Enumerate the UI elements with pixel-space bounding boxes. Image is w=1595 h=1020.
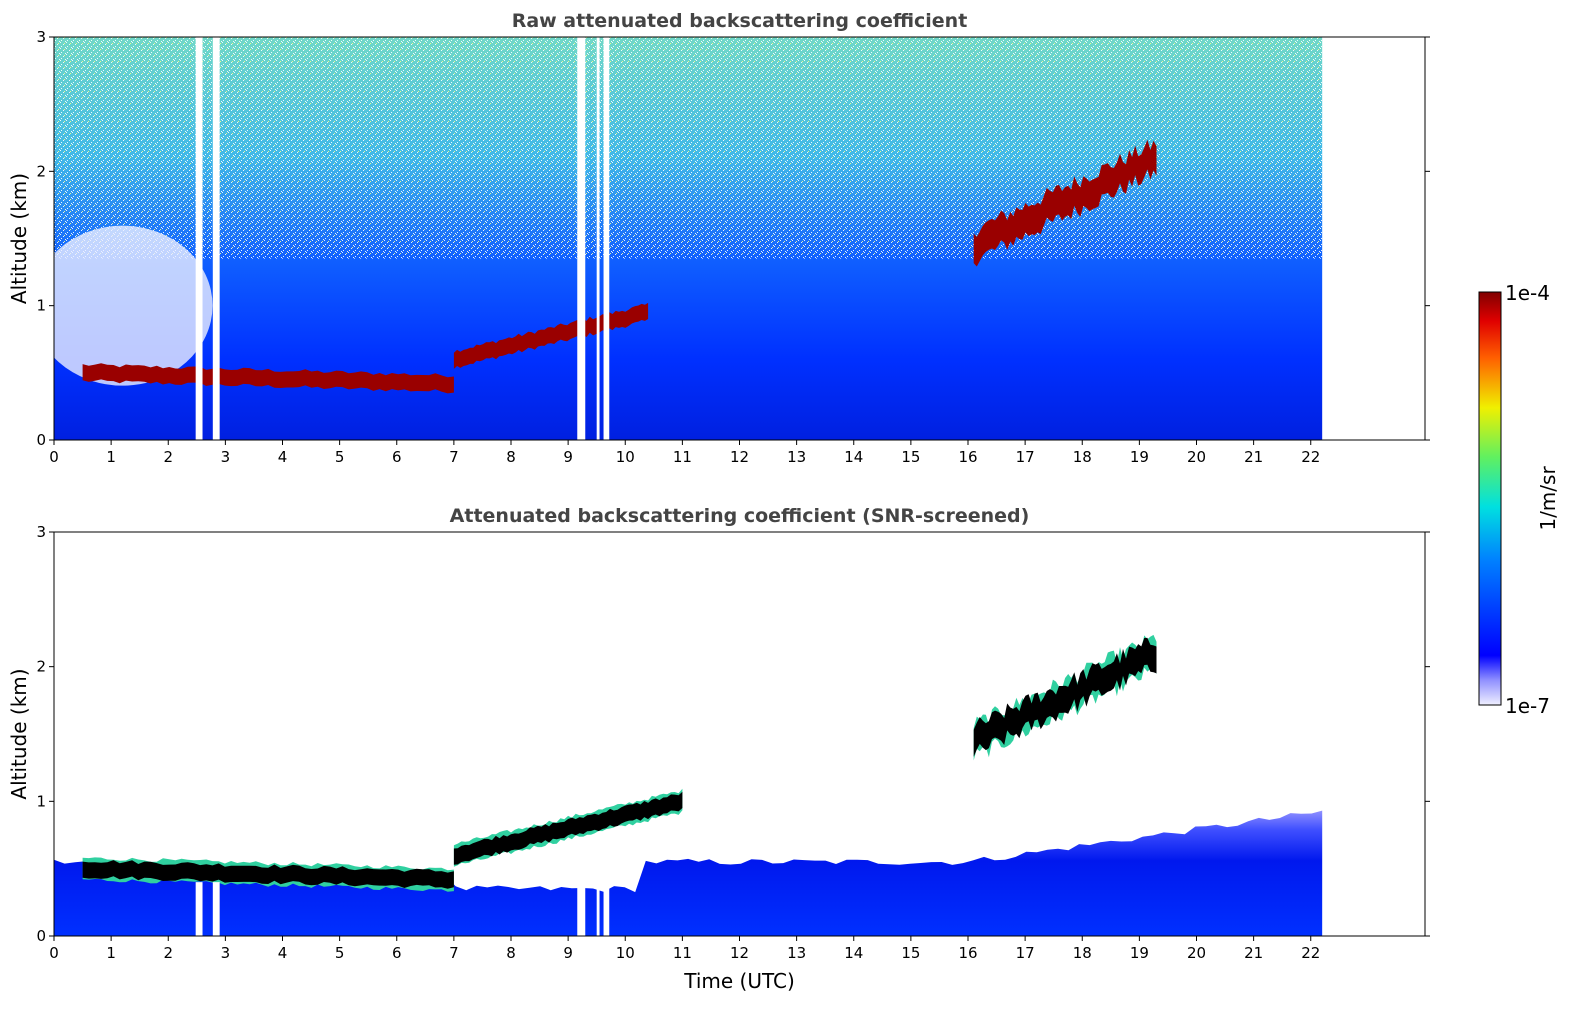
x-tick-label: 1 [106,944,116,962]
x-tick-label: 22 [1301,448,1320,466]
x-tick-label: 8 [506,448,516,466]
x-tick-label: 12 [730,448,749,466]
x-tick-label: 19 [1130,944,1149,962]
raw-rising-layer [453,302,649,369]
screened-data-gap [195,882,203,936]
colorbar: 1e-4 1e-7 1/m/sr [1478,281,1560,718]
x-axis-label: Time (UTC) [683,969,795,993]
raw-data-gap [577,37,586,440]
x-tick-label: 6 [392,944,402,962]
x-tick-label: 2 [163,944,173,962]
colorbar-max-label: 1e-4 [1505,281,1550,305]
y-tick-label: 3 [36,523,46,541]
x-tick-label: 9 [563,448,573,466]
x-tick-label: 20 [1187,448,1206,466]
y-tick-label: 0 [36,927,46,945]
raw-noise-texture [54,37,1323,259]
x-tick-label: 16 [958,448,977,466]
x-tick-label: 21 [1244,448,1263,466]
x-tick-label: 16 [958,944,977,962]
x-tick-label: 10 [616,448,635,466]
x-tick-label: 19 [1130,448,1149,466]
raw-data-gap [596,37,600,440]
x-tick-label: 11 [673,448,692,466]
x-tick-label: 4 [278,944,288,962]
x-tick-label: 2 [163,448,173,466]
raw-panel-title: Raw attenuated backscattering coefficien… [512,10,968,32]
screened-y-axis-label: Altitude (km) [7,668,31,799]
y-tick-label: 1 [36,297,46,315]
screened-boundary-layer-top [82,860,454,889]
colorbar-min-label: 1e-7 [1505,694,1550,718]
raw-data-gap [195,37,203,440]
screened-elevated-cloud [973,637,1157,757]
screened-data-gap [212,882,220,936]
y-tick-label: 2 [36,162,46,180]
raw-backscatter-panel: Raw attenuated backscattering coefficien… [7,10,1430,466]
raw-data-gap [212,37,220,440]
screened-x-axis-ticks: 0 1 2 3 4 5 6 7 8 9 10 11 12 13 14 15 16 17 18 19 20 21 22 [49,936,1320,962]
x-tick-label: 14 [844,944,863,962]
y-tick-label: 2 [36,658,46,676]
raw-data-gap [603,37,610,440]
x-tick-label: 17 [1016,448,1035,466]
x-tick-label: 5 [335,448,345,466]
colorbar-unit-label: 1/m/sr [1536,466,1560,531]
x-tick-label: 18 [1073,944,1092,962]
raw-y-axis-label: Altitude (km) [7,173,31,304]
x-tick-label: 15 [901,448,920,466]
x-tick-label: 7 [449,944,459,962]
raw-clear-region [54,225,213,386]
raw-backscatter-heatmap [54,37,1323,440]
x-tick-label: 22 [1301,944,1320,962]
colorbar-gradient [1478,291,1502,706]
x-tick-label: 14 [844,448,863,466]
x-tick-label: 21 [1244,944,1263,962]
x-tick-label: 7 [449,448,459,466]
x-tick-label: 8 [506,944,516,962]
screened-boundary-layer-signal [54,810,1323,936]
x-tick-label: 17 [1016,944,1035,962]
x-tick-label: 0 [49,448,59,466]
x-tick-label: 10 [616,944,635,962]
screened-y-axis-ticks: 0 1 2 3 [36,523,1430,945]
y-tick-label: 0 [36,431,46,449]
raw-boundary-layer-top [82,363,454,394]
x-tick-label: 12 [730,944,749,962]
screened-backscatter-heatmap [54,634,1323,936]
x-tick-label: 18 [1073,448,1092,466]
x-tick-label: 20 [1187,944,1206,962]
y-tick-label: 1 [36,792,46,810]
x-tick-label: 13 [787,448,806,466]
x-tick-label: 3 [221,448,231,466]
x-tick-label: 15 [901,944,920,962]
x-tick-label: 4 [278,448,288,466]
raw-x-axis-ticks: 0 1 2 3 4 5 6 7 8 9 10 11 12 13 14 15 16 17 18 19 20 21 22 [49,440,1320,466]
x-tick-label: 3 [221,944,231,962]
x-tick-label: 0 [49,944,59,962]
screened-data-gap [596,882,600,936]
screened-backscatter-panel: Attenuated backscattering coefficient (S… [7,505,1430,993]
raw-elevated-cloud [973,139,1157,267]
x-tick-label: 9 [563,944,573,962]
screened-panel-title: Attenuated backscattering coefficient (S… [450,505,1030,527]
x-tick-label: 6 [392,448,402,466]
x-tick-label: 13 [787,944,806,962]
screened-data-gap [577,882,586,936]
screened-rising-layer [453,791,683,865]
screened-data-gap [603,882,610,936]
x-tick-label: 11 [673,944,692,962]
raw-y-axis-ticks: 0 1 2 3 [36,28,1430,449]
x-tick-label: 1 [106,448,116,466]
y-tick-label: 3 [36,28,46,46]
x-tick-label: 5 [335,944,345,962]
